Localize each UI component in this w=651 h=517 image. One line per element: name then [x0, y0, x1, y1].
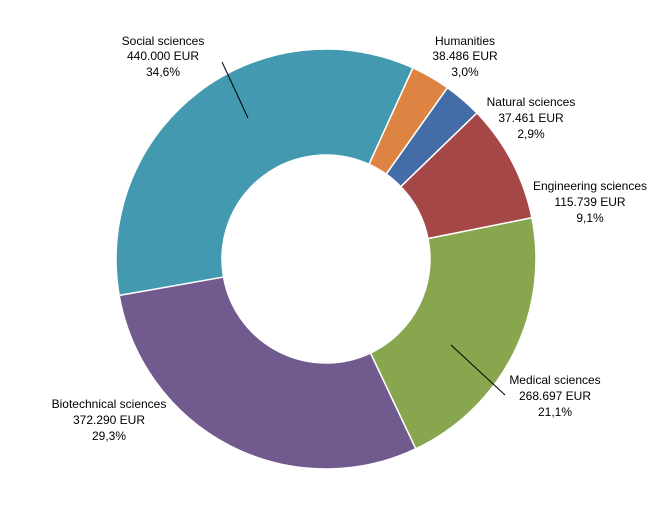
- slice-label-value-engineering-sciences: 115.739 EUR: [554, 195, 625, 209]
- slices-group: [115, 48, 537, 470]
- slice-label-value-natural-sciences: 37.461 EUR: [498, 111, 564, 125]
- slice-label-percent-social-sciences: 34,6%: [146, 65, 180, 79]
- slice-label-value-medical-sciences: 268.697 EUR: [519, 389, 591, 403]
- slice-label-name-biotechnical-sciences: Biotechnical sciences: [52, 397, 167, 411]
- slice-label-name-engineering-sciences: Engineering sciences: [533, 179, 647, 193]
- slice-label-percent-natural-sciences: 2,9%: [517, 127, 545, 141]
- slice-label-name-medical-sciences: Medical sciences: [509, 373, 600, 387]
- slice-label-percent-engineering-sciences: 9,1%: [576, 211, 604, 225]
- slice-label-name-humanities: Humanities: [435, 34, 495, 48]
- leader-lines-group: [221, 61, 506, 396]
- slice-label-percent-humanities: 3,0%: [451, 65, 479, 79]
- slice-label-value-humanities: 38.486 EUR: [432, 49, 498, 63]
- leader-line-medical-sciences: [450, 344, 506, 396]
- slice-medical-sciences: [369, 216, 537, 450]
- slice-label-value-social-sciences: 440.000 EUR: [127, 49, 199, 63]
- slice-label-name-social-sciences: Social sciences: [122, 34, 205, 48]
- slice-social-sciences: [115, 48, 414, 297]
- slice-biotechnical-sciences: [118, 276, 417, 470]
- slice-label-value-biotechnical-sciences: 372.290 EUR: [73, 413, 145, 427]
- leader-line-social-sciences: [221, 61, 249, 119]
- slice-label-name-natural-sciences: Natural sciences: [487, 95, 576, 109]
- slice-label-percent-biotechnical-sciences: 29,3%: [92, 429, 126, 443]
- slice-label-percent-medical-sciences: 21,1%: [538, 405, 572, 419]
